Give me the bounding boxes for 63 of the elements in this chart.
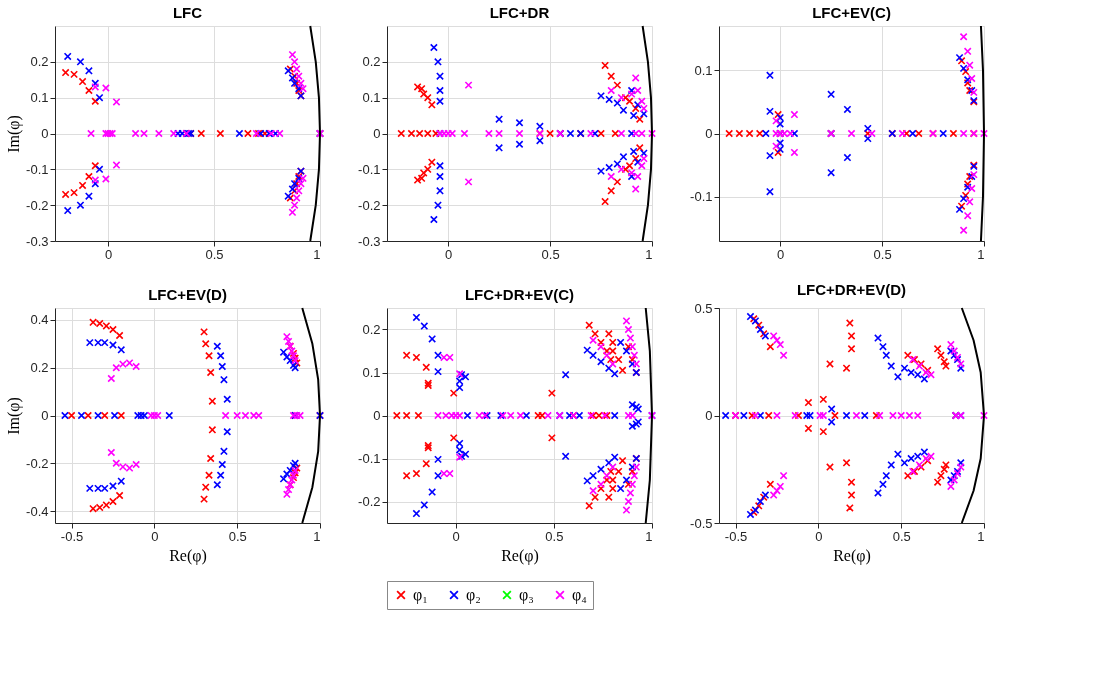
legend-label: φ₁ bbox=[413, 586, 428, 604]
y-axis-title: Im(φ) bbox=[5, 397, 24, 435]
x-tick-label: -0.5 bbox=[724, 528, 748, 544]
x-tick-label: 0 bbox=[777, 246, 785, 262]
x-tick-label: 1 bbox=[313, 246, 321, 262]
x-axis-title: Re(φ) bbox=[501, 546, 539, 565]
y-tick-label: -0.1 bbox=[26, 161, 49, 177]
y-tick-label: -0.2 bbox=[358, 197, 381, 213]
y-tick-label: -0.3 bbox=[358, 233, 381, 249]
x-tick-label: 0.5 bbox=[228, 528, 247, 544]
y-tick-label: 0.2 bbox=[362, 54, 381, 70]
legend-label: φ₂ bbox=[466, 586, 481, 604]
x-tick-label: 0.5 bbox=[892, 528, 911, 544]
x-tick-label: 0 bbox=[452, 528, 460, 544]
y-tick-label: -0.3 bbox=[26, 233, 49, 249]
y-tick-label: -0.2 bbox=[358, 494, 381, 509]
y-tick-label: 0 bbox=[41, 408, 49, 423]
chart-title: LFC+EV(D) bbox=[148, 286, 227, 303]
y-tick-label: -0.2 bbox=[26, 197, 49, 213]
y-tick-label: -0.1 bbox=[358, 161, 381, 177]
legend-label: φ₄ bbox=[572, 586, 588, 604]
y-tick-label: 0.4 bbox=[30, 312, 49, 328]
y-tick-label: 0.1 bbox=[362, 90, 381, 106]
x-tick-label: 1 bbox=[977, 528, 985, 544]
x-tick-label: 1 bbox=[645, 246, 653, 262]
x-tick-label: 0 bbox=[104, 246, 113, 262]
y-tick-label: 0 bbox=[373, 408, 381, 423]
x-tick-label: 0 bbox=[445, 246, 453, 262]
x-tick-label: 0 bbox=[151, 528, 159, 544]
x-tick-label: -0.5 bbox=[60, 528, 84, 544]
x-tick-label: 1 bbox=[313, 528, 321, 544]
x-tick-label: 0.5 bbox=[873, 246, 892, 262]
x-tick-label: 0.5 bbox=[541, 246, 560, 262]
legend-label: φ₃ bbox=[519, 586, 534, 604]
y-tick-label: 0.1 bbox=[362, 365, 381, 380]
x-tick-label: 0.5 bbox=[205, 246, 224, 262]
y-tick-label: -0.5 bbox=[690, 515, 713, 531]
y-tick-label: 0.2 bbox=[362, 322, 381, 337]
chart-title: LFC+DR+EV(D) bbox=[796, 281, 907, 298]
y-tick-label: -0.1 bbox=[358, 451, 381, 466]
y-tick-label: 0.5 bbox=[694, 300, 713, 316]
x-axis-title: Re(φ) bbox=[169, 546, 207, 565]
x-axis-title: Re(φ) bbox=[833, 546, 871, 565]
y-tick-label: -0.2 bbox=[26, 455, 49, 471]
chart-title: LFC bbox=[172, 4, 203, 21]
y-tick-label: -0.1 bbox=[690, 189, 713, 205]
y-tick-label: 0.1 bbox=[30, 90, 49, 106]
y-tick-label: 0 bbox=[705, 408, 713, 423]
x-tick-label: 0 bbox=[815, 528, 823, 544]
chart-title: LFC+DR bbox=[489, 4, 550, 21]
x-tick-label: 1 bbox=[977, 246, 985, 262]
y-tick-label: 0 bbox=[41, 126, 49, 141]
y-tick-label: 0.2 bbox=[30, 54, 49, 70]
y-axis-title: Im(φ) bbox=[5, 115, 24, 153]
y-tick-label: -0.4 bbox=[26, 503, 49, 519]
y-tick-label: 0 bbox=[705, 126, 713, 141]
y-tick-label: 0 bbox=[373, 126, 381, 141]
chart-title: LFC+DR+EV(C) bbox=[464, 286, 575, 303]
chart-title: LFC+EV(C) bbox=[812, 4, 891, 21]
x-tick-label: 1 bbox=[645, 528, 653, 544]
x-tick-label: 0.5 bbox=[545, 528, 564, 544]
y-tick-label: 0.2 bbox=[30, 360, 49, 376]
y-tick-label: 0.1 bbox=[694, 62, 713, 78]
